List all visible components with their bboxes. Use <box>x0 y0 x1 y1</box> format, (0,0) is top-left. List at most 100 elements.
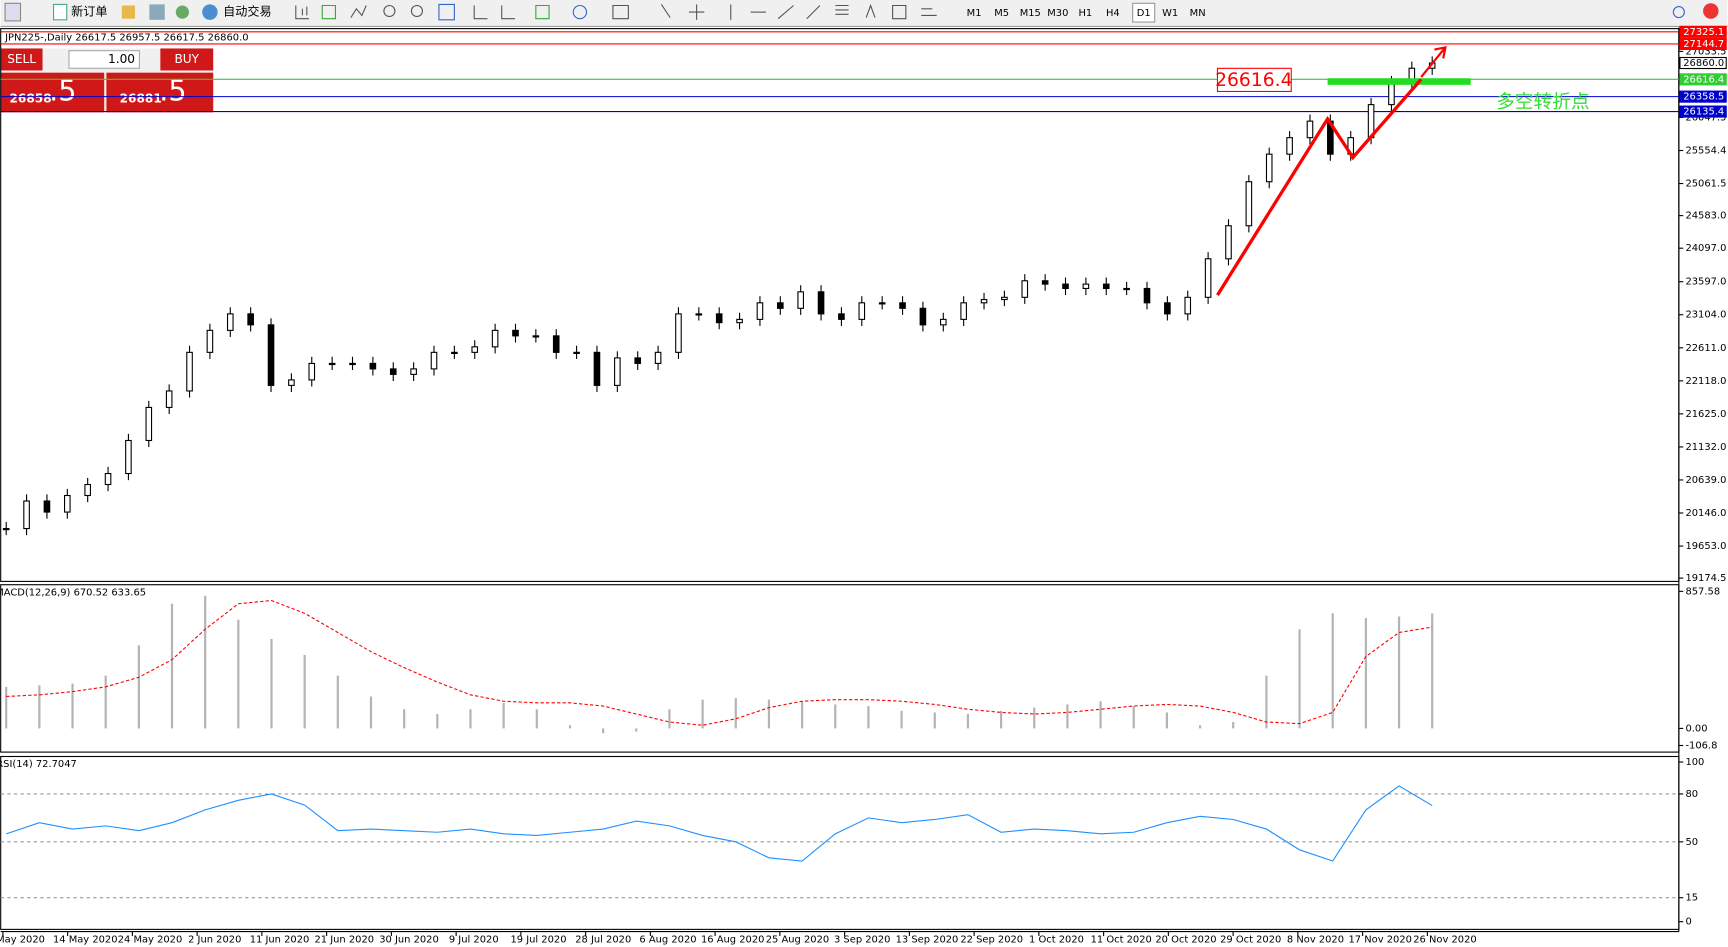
level-label-box <box>1679 25 1727 38</box>
trend-arrows <box>1216 45 1447 296</box>
x-tick-label: 29 Oct 2020 <box>1220 934 1281 945</box>
macd-bar <box>38 685 41 729</box>
toolbar-tools[interactable] <box>295 3 937 21</box>
level-label: 26135.4 <box>1683 107 1724 118</box>
candle <box>1102 283 1110 290</box>
timeframe-button[interactable]: M5 <box>994 8 1009 19</box>
macd-bar <box>834 704 837 729</box>
macd-bar <box>900 710 903 729</box>
candle <box>980 298 988 304</box>
y-tick-label: 25061.5 <box>1685 179 1726 190</box>
y-tick-label: 80 <box>1685 789 1698 800</box>
macd-bar <box>303 654 306 729</box>
x-tick-label: 26 Nov 2020 <box>1413 934 1476 945</box>
sell-button[interactable] <box>0 48 43 71</box>
timeframe-button[interactable]: H1 <box>1078 8 1092 19</box>
macd-signal <box>6 599 1433 726</box>
macd-bar <box>104 675 107 729</box>
candle <box>1001 296 1008 301</box>
toolbar-icon[interactable] <box>175 5 189 19</box>
level-label: 27325.1 <box>1683 27 1724 38</box>
candle <box>226 313 234 331</box>
macd-bar <box>469 709 472 729</box>
active-timeframe <box>1132 2 1156 23</box>
toolbar-icon[interactable] <box>149 4 165 20</box>
auto-trade-button[interactable]: 自动交易 <box>223 4 271 19</box>
indicator-title: RSI(14) 72.7047 <box>0 759 77 770</box>
toolbar <box>0 0 1728 27</box>
macd-bar <box>403 709 406 729</box>
macd-bar <box>1397 616 1401 729</box>
search-icon[interactable] <box>1672 6 1685 19</box>
candle <box>2 527 10 531</box>
macd-bar <box>237 619 240 729</box>
candle <box>756 302 764 320</box>
new-order-icon[interactable] <box>52 3 68 21</box>
macd-bar <box>635 728 638 732</box>
candle <box>695 313 703 316</box>
timeframe-button[interactable]: D1 <box>1137 8 1151 19</box>
candle <box>532 335 540 338</box>
candle <box>1184 296 1192 315</box>
candle <box>104 472 112 486</box>
annotation-box <box>1216 67 1292 93</box>
macd-bar <box>1198 725 1202 729</box>
timeframe-button[interactable]: M15 <box>1020 8 1041 19</box>
candle <box>919 307 927 326</box>
x-tick-label: 3 Sep 2020 <box>834 934 890 945</box>
annotation-price: 26616.4 <box>1215 70 1292 91</box>
y-tick-label: 24583.0 <box>1685 211 1726 222</box>
macd-bar <box>1099 701 1102 729</box>
candle <box>165 390 173 408</box>
candle <box>1143 287 1151 304</box>
candle <box>797 291 804 309</box>
support-bar <box>1327 78 1471 85</box>
lots-input[interactable] <box>68 50 140 69</box>
macd-bar <box>1431 613 1434 729</box>
candle <box>1225 225 1232 260</box>
candle <box>267 324 275 386</box>
y-tick-label: 21625.0 <box>1685 409 1726 420</box>
y-tick-label: 22118.0 <box>1685 376 1726 387</box>
timeframe-button[interactable]: M1 <box>967 8 982 19</box>
candle <box>369 362 377 370</box>
auto-trade-icon[interactable] <box>202 4 218 20</box>
toolbar-icon[interactable] <box>4 2 22 22</box>
y-tick-label: 21132.0 <box>1685 442 1726 453</box>
timeframe-button[interactable]: W1 <box>1162 8 1178 19</box>
x-tick-label: 16 Aug 2020 <box>701 934 764 945</box>
x-tick-label: 11 Oct 2020 <box>1091 934 1152 945</box>
timeframe-button[interactable]: MN <box>1190 8 1206 19</box>
macd-bar <box>801 701 804 729</box>
candle <box>43 500 51 513</box>
x-tick-label: 19 Jul 2020 <box>510 934 566 945</box>
x-tick-label: 22 Sep 2020 <box>960 934 1023 945</box>
y-tick-label: 27033.5 <box>1685 46 1726 57</box>
panel-frame <box>0 584 1680 753</box>
toolbar-icon[interactable] <box>121 5 136 19</box>
y-tick-label: -106.8 <box>1685 740 1717 751</box>
macd-bar <box>436 714 439 729</box>
candle <box>675 313 682 353</box>
notification-badge[interactable] <box>1703 3 1719 19</box>
macd-bar <box>270 638 273 729</box>
x-tick-label: 24 May 2020 <box>118 934 183 945</box>
macd-bar <box>1132 706 1135 729</box>
new-order-button[interactable]: 新订单 <box>71 4 107 19</box>
y-tick-label: 24097.0 <box>1685 243 1726 254</box>
candle <box>1245 181 1253 227</box>
candle <box>634 357 642 364</box>
candle <box>960 302 967 320</box>
panel-frame <box>0 755 1680 930</box>
candle <box>145 406 153 442</box>
macd-bar <box>1232 722 1235 729</box>
timeframe-button[interactable]: H4 <box>1106 8 1120 19</box>
macd-bar <box>701 699 704 729</box>
buy-button[interactable] <box>160 48 214 71</box>
timeframe-button[interactable]: M30 <box>1047 8 1068 19</box>
candle <box>552 335 560 353</box>
y-tick-label: 15 <box>1685 893 1698 904</box>
candle <box>1021 280 1029 298</box>
candle <box>1123 287 1130 291</box>
